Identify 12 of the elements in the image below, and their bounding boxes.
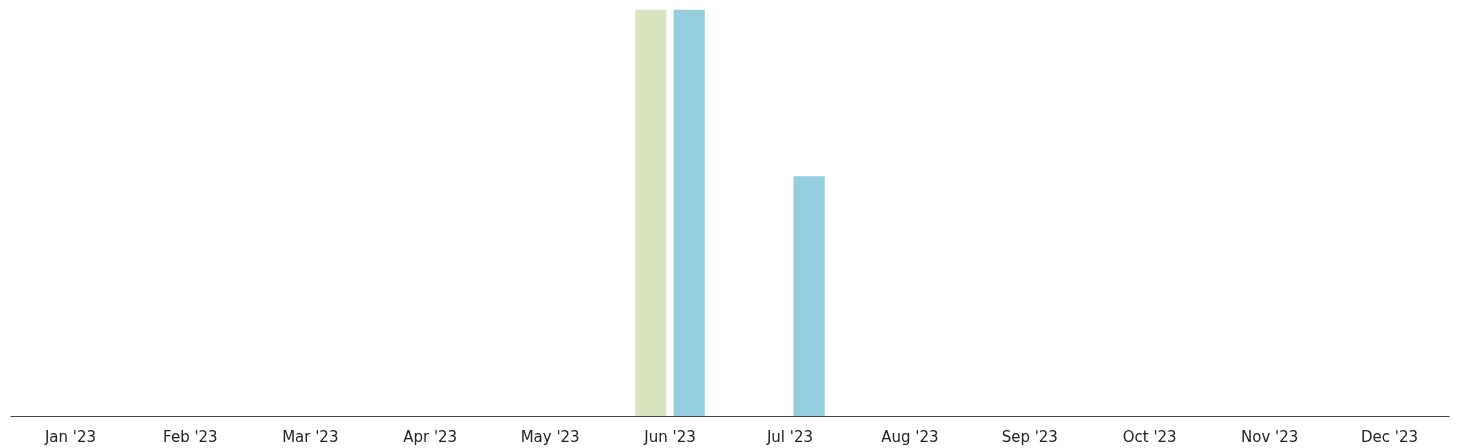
x-tick-label: Jul '23 [765, 427, 813, 446]
x-tick-label: Mar '23 [282, 427, 339, 446]
x-tick-label: Sep '23 [1001, 427, 1058, 446]
x-tick-label: Jun '23 [643, 427, 696, 446]
x-tick-label: May '23 [520, 427, 580, 446]
x-tick-label: Aug '23 [881, 427, 939, 446]
x-tick-label: Jan '23 [43, 427, 97, 446]
x-tick-label: Nov '23 [1241, 427, 1299, 446]
x-tick-label: Apr '23 [403, 427, 458, 446]
x-tick-label: Dec '23 [1361, 427, 1419, 446]
x-tick-label: Oct '23 [1122, 427, 1177, 446]
x-tick-label: Feb '23 [163, 427, 218, 446]
